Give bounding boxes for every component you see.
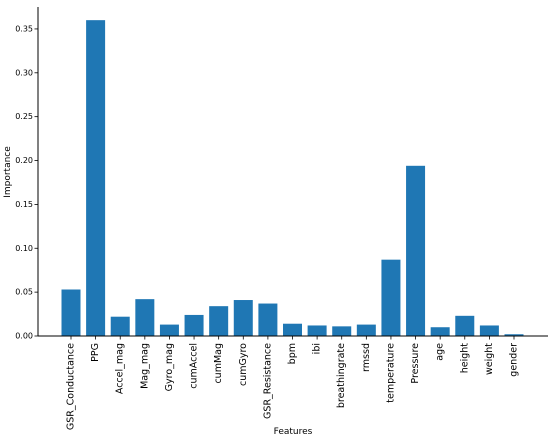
bar-gsr-resistance [258,303,278,336]
bar-pressure [406,165,426,336]
y-tick-label: 0.35 [15,24,33,33]
bar-weight [479,325,499,336]
x-tick-label: gender [509,343,520,377]
bar-ibi [307,325,327,336]
x-tick-label: GSR_Resistance [262,343,273,419]
y-tick-label: 0.20 [15,156,33,165]
x-axis-label: Features [274,427,313,437]
x-tick-label: ibi [312,343,323,354]
bar-gyro-mag [159,324,179,336]
bar-temperature [381,259,401,336]
x-tick-label: bpm [287,343,298,364]
bar-cumgyro [233,300,253,336]
x-axis-ticks: GSR_Conductance PPG Accel_mag Mag_mag Gyro_m… [66,336,520,430]
y-axis-label: Importance [3,146,13,198]
bar-mag-mag [135,299,155,336]
y-tick-label: 0.25 [15,112,33,121]
bar-height [455,315,475,336]
x-tick-label: Accel_mag [115,343,126,394]
x-tick-label: cumAccel [189,343,200,389]
x-tick-label: Gyro_mag [164,343,175,391]
x-tick-label: GSR_Conductance [66,343,77,430]
bar-breathingrate [332,326,352,336]
y-tick-label: 0.30 [15,68,33,77]
bar-accel-mag [110,316,130,336]
y-axis-ticks: 0.00 0.05 0.10 0.15 0.20 0.25 0.30 0.35 [15,24,38,341]
x-tick-label: Pressure [410,343,421,384]
bar-rmssd [356,324,376,336]
x-tick-label: height [459,343,470,374]
x-tick-label: age [435,343,446,361]
x-tick-label: cumMag [213,343,224,384]
bar-cumaccel [184,314,204,336]
y-tick-label: 0.10 [15,244,33,253]
bar-cummag [209,306,229,336]
x-tick-label: Mag_mag [139,343,150,389]
x-tick-label: rmssd [361,343,372,372]
bar-bpm [283,323,302,336]
x-tick-label: weight [484,343,495,375]
bar-ppg [86,20,106,336]
y-tick-label: 0.00 [15,332,33,341]
bar-gender [504,334,524,336]
bars-group [61,20,524,336]
bar-age [430,327,450,336]
x-tick-label: PPG [90,343,101,362]
x-tick-label: breathingrate [336,343,347,408]
y-tick-label: 0.15 [15,200,33,209]
y-tick-label: 0.05 [15,288,33,297]
bar-gsr-conductance [61,289,81,336]
x-tick-label: temperature [385,343,396,403]
x-tick-label: cumGyro [238,343,249,386]
